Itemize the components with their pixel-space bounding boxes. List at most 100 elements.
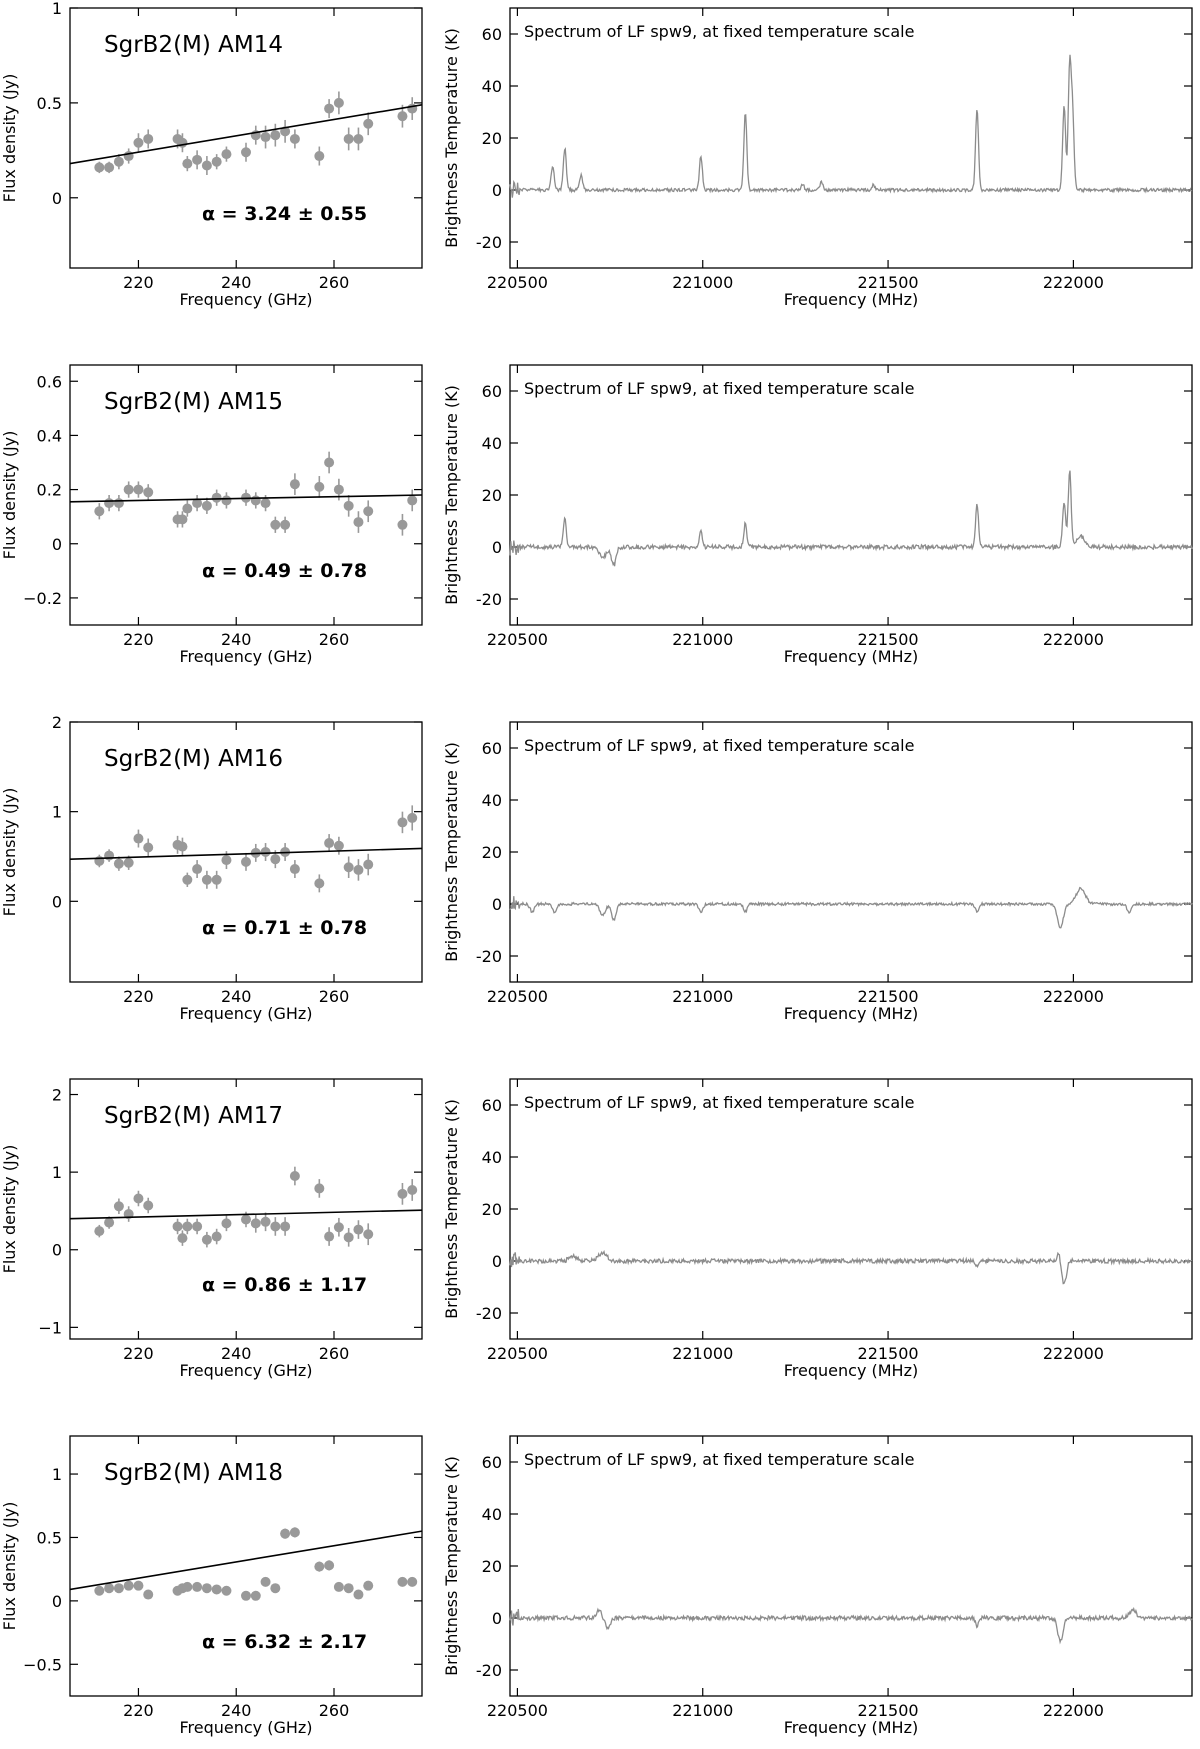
data-point (182, 1581, 193, 1592)
data-point (397, 1188, 408, 1199)
x-axis-label: Frequency (MHz) (784, 1718, 918, 1737)
y-tick-label: −0.5 (23, 1655, 62, 1674)
data-point (250, 1218, 261, 1229)
data-point (211, 1231, 222, 1242)
y-tick-label: 0 (492, 1609, 502, 1628)
x-tick-label: 220 (123, 1344, 154, 1363)
data-point (143, 1589, 154, 1600)
data-point (353, 1224, 364, 1235)
data-point (270, 130, 281, 141)
data-point (314, 1183, 325, 1194)
x-tick-label: 221500 (858, 1701, 919, 1720)
data-point (133, 137, 144, 148)
flux-panel-4: 220 240 260 −1 0 1 2 Frequency (GHz) Flux densit… (0, 1078, 423, 1380)
data-point (397, 1576, 408, 1587)
data-point (333, 97, 344, 108)
y-tick-label: -20 (476, 947, 502, 966)
data-point (397, 111, 408, 122)
spectrum-panel-2: 220500 221000 221500 222000 -20 0 20 40 60 Freque… (442, 364, 1193, 666)
y-tick-label: 60 (482, 739, 502, 758)
x-tick-label: 220 (123, 273, 154, 292)
data-point (177, 137, 188, 148)
y-tick-label: -20 (476, 233, 502, 252)
data-point (353, 517, 364, 528)
data-point (280, 1221, 291, 1232)
data-point (221, 495, 232, 506)
data-point (314, 151, 325, 162)
flux-frame (69, 1435, 423, 1697)
data-point (280, 1528, 291, 1539)
y-tick-label: 40 (482, 791, 502, 810)
data-point (241, 1214, 251, 1225)
x-tick-label: 221500 (858, 630, 919, 649)
fit-line (70, 494, 422, 503)
y-tick-label: 40 (482, 434, 502, 453)
data-point (353, 133, 364, 144)
x-tick-label: 220500 (487, 1701, 548, 1720)
data-point (250, 495, 261, 506)
data-point (343, 133, 354, 144)
data-point (353, 1589, 364, 1600)
x-tick-label: 221000 (672, 273, 733, 292)
y-tick-label: -20 (476, 1304, 502, 1323)
data-point (182, 503, 193, 514)
data-point (192, 498, 203, 509)
data-point (182, 874, 193, 885)
data-point (397, 519, 408, 530)
x-tick-label: 260 (319, 987, 350, 1006)
x-tick-label: 240 (221, 1344, 252, 1363)
y-tick-label: 0 (52, 1592, 62, 1611)
data-point (113, 1201, 124, 1212)
data-point (324, 103, 335, 114)
x-axis-label: Frequency (GHz) (179, 1004, 312, 1023)
y-axis-label: Flux density (Jy) (0, 1145, 19, 1274)
data-point (241, 856, 251, 867)
data-point (113, 498, 124, 509)
y-tick-label: 20 (482, 843, 502, 862)
data-point (143, 487, 154, 498)
x-tick-label: 240 (221, 1701, 252, 1720)
fit-line (70, 103, 422, 165)
data-point (104, 850, 115, 861)
y-axis-label: Brightness Temperature (K) (442, 1099, 461, 1319)
data-point (363, 1580, 374, 1591)
y-tick-label: 0.2 (37, 481, 62, 500)
y-tick-label: 0 (492, 181, 502, 200)
x-axis-label: Frequency (MHz) (784, 1004, 918, 1023)
flux-frame (69, 721, 423, 983)
data-point (143, 842, 154, 853)
y-tick-label: 20 (482, 1200, 502, 1219)
y-tick-label: 0.5 (37, 1528, 62, 1547)
y-tick-label: 0 (492, 538, 502, 557)
data-point (260, 1216, 271, 1227)
spectrum-frame (509, 1078, 1193, 1340)
data-point (133, 1193, 144, 1204)
y-tick-label: -20 (476, 590, 502, 609)
data-point (289, 133, 300, 144)
flux-panel-2: 220 240 260 −0.2 0 0.2 0.4 0.6 Frequency (GHz) Fl… (0, 364, 423, 666)
data-point (133, 1580, 144, 1591)
spectrum-line (509, 1249, 1193, 1285)
x-tick-label: 260 (319, 1344, 350, 1363)
data-point (270, 854, 281, 865)
data-point (211, 1584, 222, 1595)
x-tick-label: 221500 (858, 273, 919, 292)
fit-line (70, 847, 422, 860)
data-point (123, 484, 134, 495)
data-point (192, 154, 203, 165)
data-point (201, 1583, 212, 1594)
x-tick-label: 221500 (858, 1344, 919, 1363)
data-point (211, 156, 222, 167)
spectrum-frame (509, 1435, 1193, 1697)
data-point (260, 847, 271, 857)
data-point (182, 158, 193, 169)
data-point (333, 1222, 344, 1233)
data-point (221, 855, 232, 866)
data-point (177, 841, 188, 852)
data-point (363, 859, 374, 870)
spectral-index-label: α = 0.86 ± 1.17 (202, 1274, 367, 1296)
spectrum-title: Spectrum of LF spw9, at fixed temperatur… (524, 1093, 914, 1112)
x-tick-label: 222000 (1043, 987, 1104, 1006)
data-point (270, 1221, 281, 1232)
